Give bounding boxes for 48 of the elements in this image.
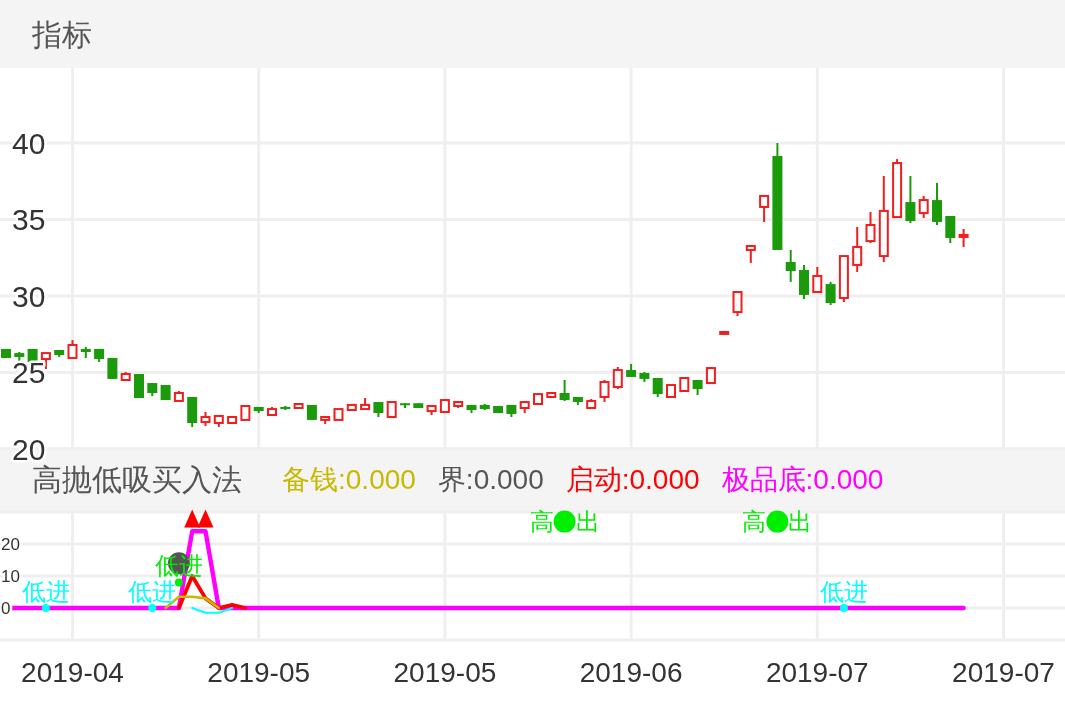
chart-title: 高抛低吸买入法	[32, 463, 242, 496]
x-tick-label: 2019-07	[765, 656, 869, 688]
point	[184, 509, 201, 528]
candlestick	[759, 194, 770, 223]
candlestick	[852, 226, 863, 273]
point	[174, 578, 183, 587]
legend-label: 界:0.000	[437, 464, 544, 495]
point	[197, 509, 214, 528]
candlestick	[559, 379, 570, 402]
y-tick-label: 25	[12, 356, 46, 389]
candlestick	[932, 181, 942, 227]
candlestick	[732, 291, 743, 318]
data-label: 高出	[529, 508, 622, 536]
point	[553, 510, 576, 533]
data-label: 低进	[128, 577, 177, 605]
candlestick	[825, 280, 836, 307]
y-tick-label: 30	[12, 279, 46, 313]
text: 备钱:0.000	[282, 464, 416, 495]
text: 启动:0.000	[565, 464, 700, 495]
candlestick	[958, 227, 969, 249]
chart-title: 指标	[31, 17, 92, 51]
x-tick-label: 2019-07	[952, 656, 1055, 688]
point	[148, 604, 157, 612]
point	[766, 510, 789, 533]
candlestick	[865, 211, 876, 245]
x-tick-label: 2019-05	[393, 656, 497, 688]
x-tick-label: 2019-05	[207, 656, 311, 688]
data-label: 低进	[21, 577, 70, 605]
candlestick	[812, 265, 823, 294]
data-label: 高出	[742, 508, 835, 536]
y-tick-label: 10	[1, 566, 20, 586]
x-tick-label: 2019-04	[21, 656, 124, 688]
candlestick	[612, 365, 623, 391]
y-tick-label: 20	[12, 432, 46, 466]
y-tick-label: 20	[1, 534, 20, 554]
data-label: 低进	[819, 577, 868, 605]
candlestick	[945, 214, 956, 245]
point	[41, 604, 50, 612]
y-tick-label: 35	[12, 203, 46, 236]
candlestick	[785, 248, 796, 283]
x-tick-label: 2019-06	[579, 656, 683, 688]
text: 极品底:0.000	[720, 464, 884, 495]
y-tick-label: 40	[12, 126, 46, 160]
candlestick	[652, 377, 663, 398]
candlestick	[918, 194, 929, 219]
candlestick	[905, 175, 916, 225]
candlestick	[599, 379, 610, 404]
point	[839, 604, 848, 612]
